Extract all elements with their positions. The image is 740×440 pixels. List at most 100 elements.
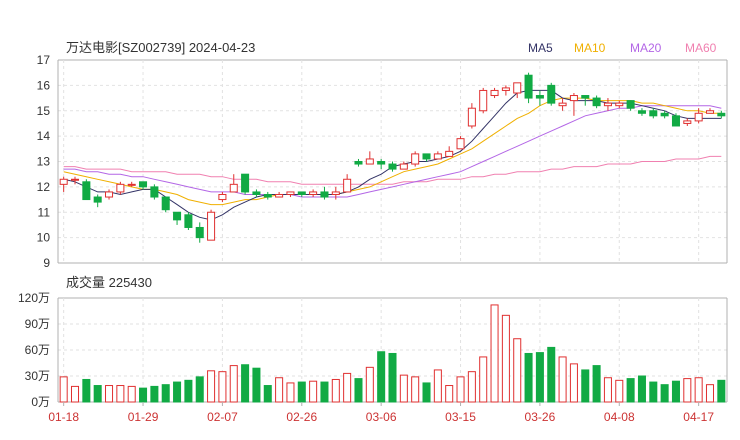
volume-bar: [592, 365, 601, 403]
candle-body: [184, 214, 193, 228]
volume-bar: [161, 384, 170, 403]
candle: [263, 191, 272, 200]
x-tick-label: 03-06: [366, 410, 397, 424]
volume-bar: [354, 378, 363, 403]
candle: [286, 191, 295, 198]
candle-body: [241, 173, 250, 193]
price-tick-label: 17: [37, 53, 51, 67]
candle-body: [592, 97, 601, 107]
volume-bar: [637, 375, 646, 403]
volume-tick-label: 30万: [25, 369, 50, 383]
candle: [331, 186, 340, 200]
volume-tick-label: 90万: [25, 317, 50, 331]
volume-bar: [105, 385, 114, 403]
candle-body: [59, 178, 68, 185]
volume-bar: [660, 384, 669, 403]
volume-bar: [490, 304, 499, 403]
x-tick-label: 02-26: [286, 410, 317, 424]
candle-body: [150, 186, 159, 198]
price-y-axis: 17 16 15 14 13 12 11 10 9: [37, 53, 51, 270]
volume-bar: [365, 366, 374, 403]
candle-body: [626, 100, 635, 109]
candle-body: [139, 181, 148, 188]
volume-bar: [626, 378, 635, 403]
volume-bar: [218, 371, 227, 403]
volume-tick-label: 60万: [25, 343, 50, 357]
candle-body: [286, 191, 295, 195]
price-tick-label: 9: [43, 256, 50, 270]
candle: [467, 103, 476, 129]
price-panel: 万达电影[SZ002739] 2024-04-23 MA5 MA10 MA20 MA6…: [37, 40, 728, 270]
volume-bar: [479, 356, 488, 403]
candle-body: [445, 150, 454, 157]
candle-body: [207, 211, 216, 241]
volume-title: 成交量 225430: [66, 275, 152, 290]
volume-bar: [535, 352, 544, 403]
candle-body: [252, 191, 261, 195]
volume-bar: [524, 352, 533, 403]
x-tick-label: 04-17: [683, 410, 714, 424]
volume-bar: [671, 380, 680, 403]
volume-bar: [388, 352, 397, 403]
candle: [320, 186, 329, 200]
candle-body: [399, 163, 408, 170]
candle-body: [422, 153, 431, 160]
candle-body: [637, 110, 646, 114]
candle: [445, 146, 454, 157]
candle: [116, 181, 125, 195]
candle: [241, 173, 250, 195]
candle: [354, 158, 363, 167]
volume-bar: [433, 369, 442, 403]
candle: [422, 153, 431, 162]
candle: [343, 174, 352, 193]
candle-body: [173, 211, 182, 221]
candle-body: [297, 191, 306, 195]
x-tick-label: 04-08: [604, 410, 635, 424]
volume-bar: [547, 346, 556, 403]
candle: [70, 176, 80, 185]
volume-bar: [207, 370, 216, 403]
volume-bar: [252, 367, 261, 403]
candle: [558, 98, 567, 111]
candle: [683, 118, 692, 126]
candle: [173, 211, 182, 225]
candle-body: [558, 102, 567, 107]
candle-body: [490, 89, 499, 97]
candle: [535, 90, 544, 106]
volume-bar: [139, 387, 148, 403]
volume-tick-label: 120万: [18, 291, 50, 305]
volume-bar: [422, 382, 431, 403]
candle: [660, 110, 669, 119]
price-tick-label: 14: [37, 129, 51, 143]
chart-title: 万达电影[SZ002739] 2024-04-23: [66, 40, 255, 55]
candle: [671, 113, 680, 127]
candle-body: [388, 163, 397, 170]
candle: [694, 108, 703, 124]
ma10-line: [63, 97, 722, 206]
candle: [411, 151, 420, 167]
volume-bar: [615, 379, 624, 403]
volume-bar: [286, 382, 295, 403]
candle-body: [127, 183, 136, 186]
volume-bar: [127, 385, 136, 403]
price-tick-label: 10: [37, 231, 51, 245]
candle-body: [116, 183, 125, 193]
volume-bar: [297, 381, 306, 403]
candle-body: [82, 181, 91, 201]
volume-bar: [445, 385, 454, 403]
candle-body: [581, 95, 590, 99]
candle-body: [615, 102, 624, 107]
candle-body: [524, 74, 533, 99]
candle: [705, 108, 715, 114]
volume-y-axis: 120万 90万 60万 30万 0万: [18, 291, 50, 409]
candle-body: [105, 191, 114, 198]
candle: [569, 92, 578, 116]
volume-bar: [456, 376, 465, 403]
candle-body: [513, 82, 522, 94]
candle: [456, 136, 465, 150]
candle-body: [717, 112, 726, 117]
candle-body: [343, 178, 352, 193]
candle-body: [377, 161, 386, 165]
price-tick-label: 12: [37, 180, 51, 194]
candle-body: [603, 102, 612, 107]
